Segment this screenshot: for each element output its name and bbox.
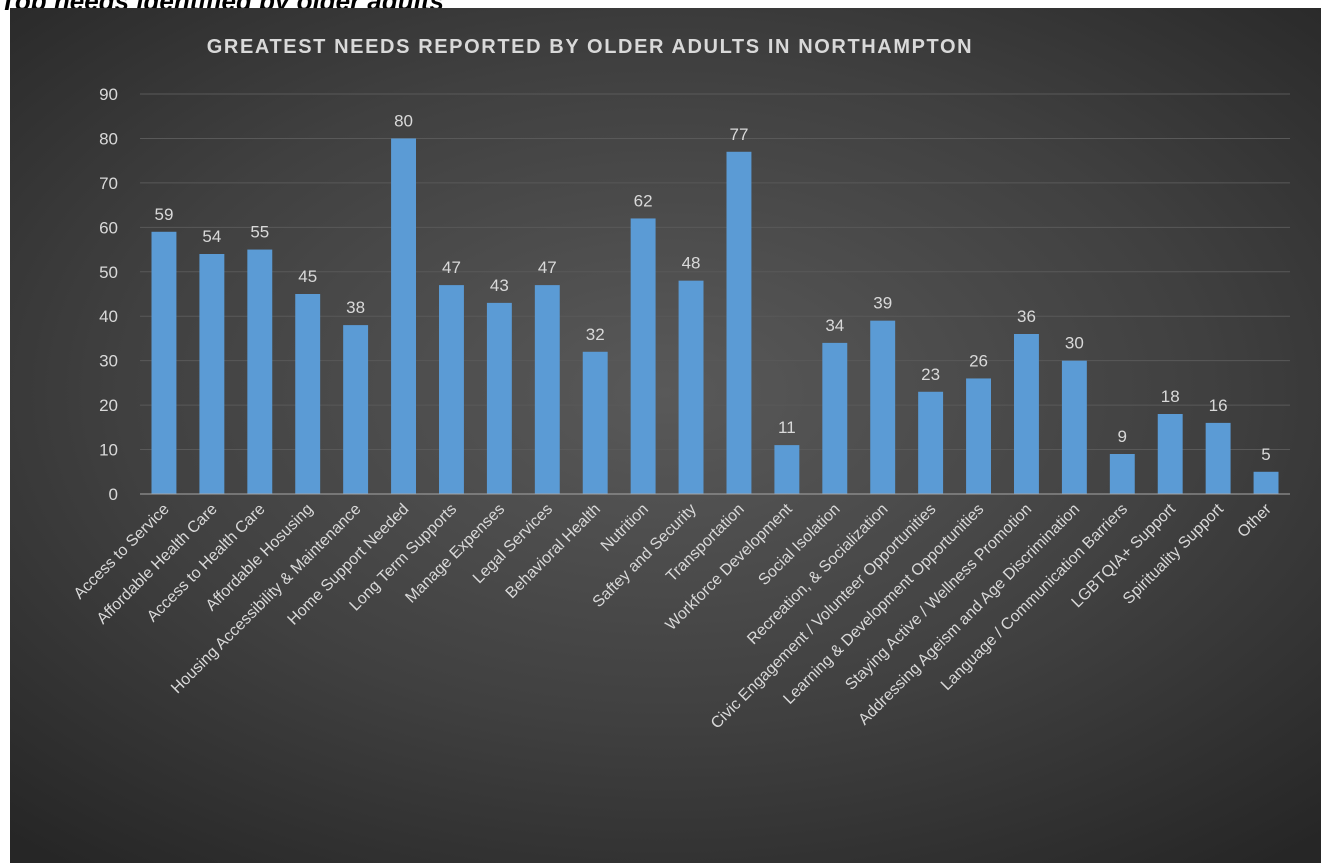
y-axis-ticks: 0 10 20 30 40 50 60 70 80 90: [99, 85, 118, 504]
bar: [966, 378, 991, 494]
bar: [630, 218, 656, 494]
data-label: 36: [1017, 307, 1036, 326]
bar: [1205, 422, 1231, 494]
y-tick-label: 80: [99, 129, 118, 148]
bar-chart: GREATEST NEEDS REPORTED BY OLDER ADULTS …: [71, 36, 1290, 732]
data-label: 77: [729, 125, 748, 144]
bar: [247, 249, 273, 494]
data-label: 38: [346, 298, 365, 317]
bar: [439, 285, 464, 494]
gridlines: [140, 93, 1290, 451]
y-tick-label: 90: [99, 85, 118, 104]
bars: [151, 138, 1279, 494]
bar: [1253, 471, 1279, 494]
data-label: 43: [490, 276, 509, 295]
data-label: 55: [250, 223, 269, 242]
category-label: Social Isolation: [755, 501, 843, 589]
y-tick-label: 10: [99, 441, 118, 460]
data-label: 26: [969, 351, 988, 370]
bar: [1014, 334, 1039, 494]
data-label: 5: [1261, 445, 1270, 464]
bar: [678, 280, 704, 494]
bar: [918, 391, 944, 494]
y-tick-label: 0: [109, 485, 118, 504]
data-label: 54: [202, 227, 221, 246]
data-label: 39: [873, 294, 892, 313]
chart-panel: GREATEST NEEDS REPORTED BY OLDER ADULTS …: [10, 8, 1321, 863]
y-tick-label: 40: [99, 307, 118, 326]
bar: [534, 285, 560, 494]
data-label: 30: [1065, 334, 1084, 353]
data-label: 45: [298, 267, 317, 286]
category-label: Civic Engagement / Volunteer Opportuniti…: [708, 501, 940, 733]
data-label: 80: [394, 111, 413, 130]
data-label: 47: [538, 258, 557, 277]
y-tick-label: 70: [99, 174, 118, 193]
bar: [391, 138, 416, 494]
data-label: 11: [778, 418, 796, 437]
y-tick-label: 30: [99, 352, 118, 371]
bar: [726, 151, 752, 494]
data-label: 23: [921, 365, 940, 384]
data-label: 16: [1209, 396, 1228, 415]
data-label: 47: [442, 258, 461, 277]
data-label: 18: [1161, 387, 1180, 406]
bar: [1109, 454, 1135, 494]
y-tick-label: 60: [99, 218, 118, 237]
bar: [582, 351, 608, 494]
y-tick-label: 50: [99, 263, 118, 282]
chart-title: GREATEST NEEDS REPORTED BY OLDER ADULTS …: [207, 36, 973, 58]
data-label: 32: [586, 325, 605, 344]
bar: [1061, 360, 1087, 494]
data-label: 9: [1118, 427, 1127, 446]
data-label: 62: [634, 191, 653, 210]
data-label: 34: [825, 316, 844, 335]
category-label: Addressing Ageism and Age Discrimination: [855, 501, 1083, 729]
bar: [1157, 414, 1183, 494]
bar: [486, 302, 512, 494]
bar: [822, 342, 848, 494]
bar: [774, 445, 800, 494]
data-label: 48: [682, 254, 701, 273]
bar: [151, 231, 177, 494]
category-label: Other: [1235, 500, 1276, 541]
bar: [343, 325, 369, 494]
bar: [870, 320, 896, 494]
y-tick-label: 20: [99, 396, 118, 415]
data-label: 59: [154, 205, 173, 224]
bar: [295, 294, 321, 494]
bar: [199, 254, 225, 494]
category-label: Behavioral Health: [503, 501, 604, 602]
